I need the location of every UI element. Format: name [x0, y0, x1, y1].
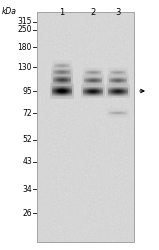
- Text: 72: 72: [22, 108, 32, 118]
- Text: 26: 26: [22, 208, 32, 218]
- Text: 52: 52: [22, 136, 32, 144]
- Text: 250: 250: [17, 26, 32, 35]
- Text: 2: 2: [90, 8, 96, 17]
- Text: 180: 180: [18, 42, 32, 51]
- Text: 3: 3: [115, 8, 121, 17]
- Text: 1: 1: [59, 8, 65, 17]
- Text: 43: 43: [22, 158, 32, 166]
- Text: 95: 95: [22, 86, 32, 96]
- Text: 34: 34: [22, 184, 32, 194]
- Text: 315: 315: [17, 18, 32, 26]
- Text: kDa: kDa: [2, 7, 17, 16]
- Text: 130: 130: [17, 62, 32, 72]
